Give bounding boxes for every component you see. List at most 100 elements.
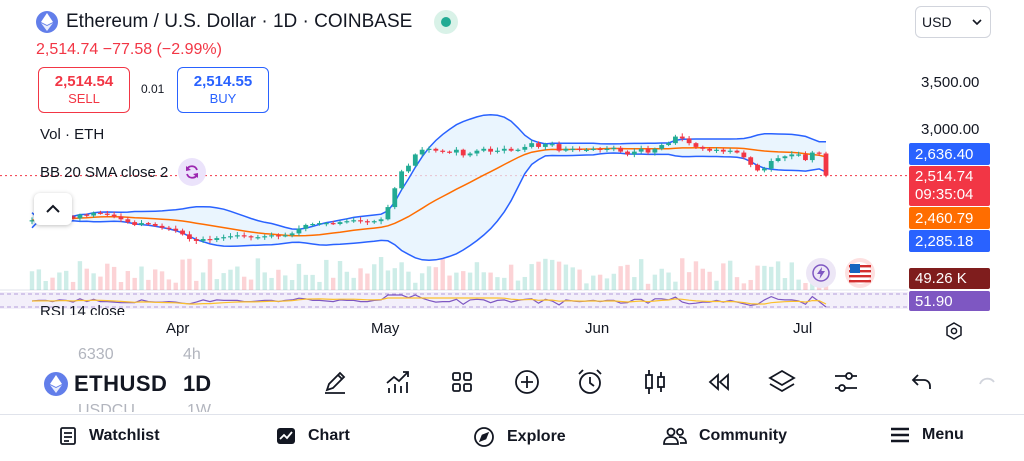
candle-body [303,224,309,229]
volume-tag: 49.26 K [909,268,990,289]
nav-chart[interactable]: Chart [276,426,350,446]
nav-watchlist[interactable]: Watchlist [59,426,160,446]
candle-body [549,144,555,146]
grid-icon[interactable] [445,366,479,398]
candle-body [481,148,487,151]
volume-legend[interactable]: Vol · ETH [40,126,105,143]
bb-lower-tag: 2,285.18 [909,230,990,252]
price-axis-tick: 3,000.00 [921,121,980,138]
candle-body [296,228,302,234]
candle-body [590,148,596,150]
redo-icon[interactable] [972,372,996,396]
candle-body [796,154,802,156]
nav-community[interactable]: Community [663,426,787,446]
ethereum-logo-icon [36,11,58,33]
rsi-tag: 51.90 [909,291,990,311]
candle-body [84,214,90,216]
candle-body [276,235,281,237]
buy-button[interactable]: 2,514.55 BUY [177,67,269,113]
volume-bar [317,281,322,290]
candle-body [77,214,83,219]
candle-body [604,148,610,150]
nav-chart-label: Chart [308,427,350,444]
price-chart[interactable] [0,0,1024,345]
volume-bar [255,258,261,290]
candle-body [522,146,528,150]
volume-bar [406,271,411,290]
volume-bar [29,271,35,290]
volume-bar [241,276,247,290]
volume-bar [789,262,794,290]
plus-circle-icon[interactable] [510,366,544,398]
currency-select[interactable]: USD [915,6,991,38]
volume-bar [693,261,699,290]
volume-bar [433,267,439,290]
candle-body [720,149,726,152]
candle-body [282,235,288,237]
lightning-icon[interactable] [806,258,836,288]
symbol-picker[interactable]: ETHUSD [44,371,167,397]
candles-icon[interactable] [638,366,672,398]
volume-bar [310,274,315,290]
candle-body [515,149,521,151]
axis-settings-icon[interactable] [943,320,965,342]
interval-picker[interactable]: 1D [183,371,212,396]
chart-growth-icon[interactable] [381,366,415,398]
volume-bar [77,261,83,290]
volume-bar [604,278,610,290]
sliders-icon[interactable] [829,366,863,398]
rewind-icon[interactable] [701,366,735,398]
candle-body [29,220,35,222]
candle-body [180,230,185,235]
refresh-icon[interactable] [178,158,207,186]
volume-bar [296,263,302,290]
volume-bar [686,272,692,290]
candle-body [371,221,377,223]
candle-body [98,212,103,214]
us-flag-icon[interactable] [845,258,875,288]
volume-bar [762,265,767,290]
sell-button[interactable]: 2,514.54 SELL [38,67,130,113]
rsi-legend[interactable]: RSI 14 close [40,303,126,315]
volume-bar [529,264,534,290]
candle-body [789,154,795,157]
volume-bar [638,259,644,290]
undo-icon[interactable] [905,366,939,398]
volume-bar [522,276,528,290]
candle-body [700,146,706,149]
candle-body [453,149,459,153]
candle-body [406,165,411,172]
volume-bar [536,261,541,290]
nav-explore[interactable]: Explore [473,426,566,448]
candle-body [193,239,199,241]
candle-body [611,147,617,150]
last-price-tag: 2,514.74 09:35:04 [909,166,990,206]
candle-body [317,223,322,225]
bollinger-legend[interactable]: BB 20 SMA close 2 [40,158,207,186]
candle-body [508,148,514,151]
volume-bar [659,268,664,290]
candle-body [761,168,767,171]
volume-bar [597,274,603,290]
volume-bar [153,269,158,290]
candle-body [501,148,507,151]
candle-body [399,171,405,189]
collapse-legend-button[interactable] [34,193,72,225]
volume-bar [91,273,96,290]
volume-bar [50,277,55,290]
candle-body [782,156,788,159]
volume-bar [248,279,254,290]
candle-body [563,148,569,151]
last-price-value: 2,514.74 [915,168,974,185]
candle-body [221,237,227,239]
bollinger-fill [32,114,826,261]
nav-menu[interactable]: Menu [890,426,964,444]
candle-body [166,227,172,229]
volume-bar [118,282,124,290]
layers-icon[interactable] [765,366,799,398]
alarm-clock-icon[interactable] [573,366,607,398]
pencil-icon[interactable] [318,366,352,398]
candle-body [207,239,213,241]
symbol-title[interactable]: Ethereum / U.S. Dollar · 1D · COINBASE [66,11,413,32]
volume-bar [289,280,295,290]
